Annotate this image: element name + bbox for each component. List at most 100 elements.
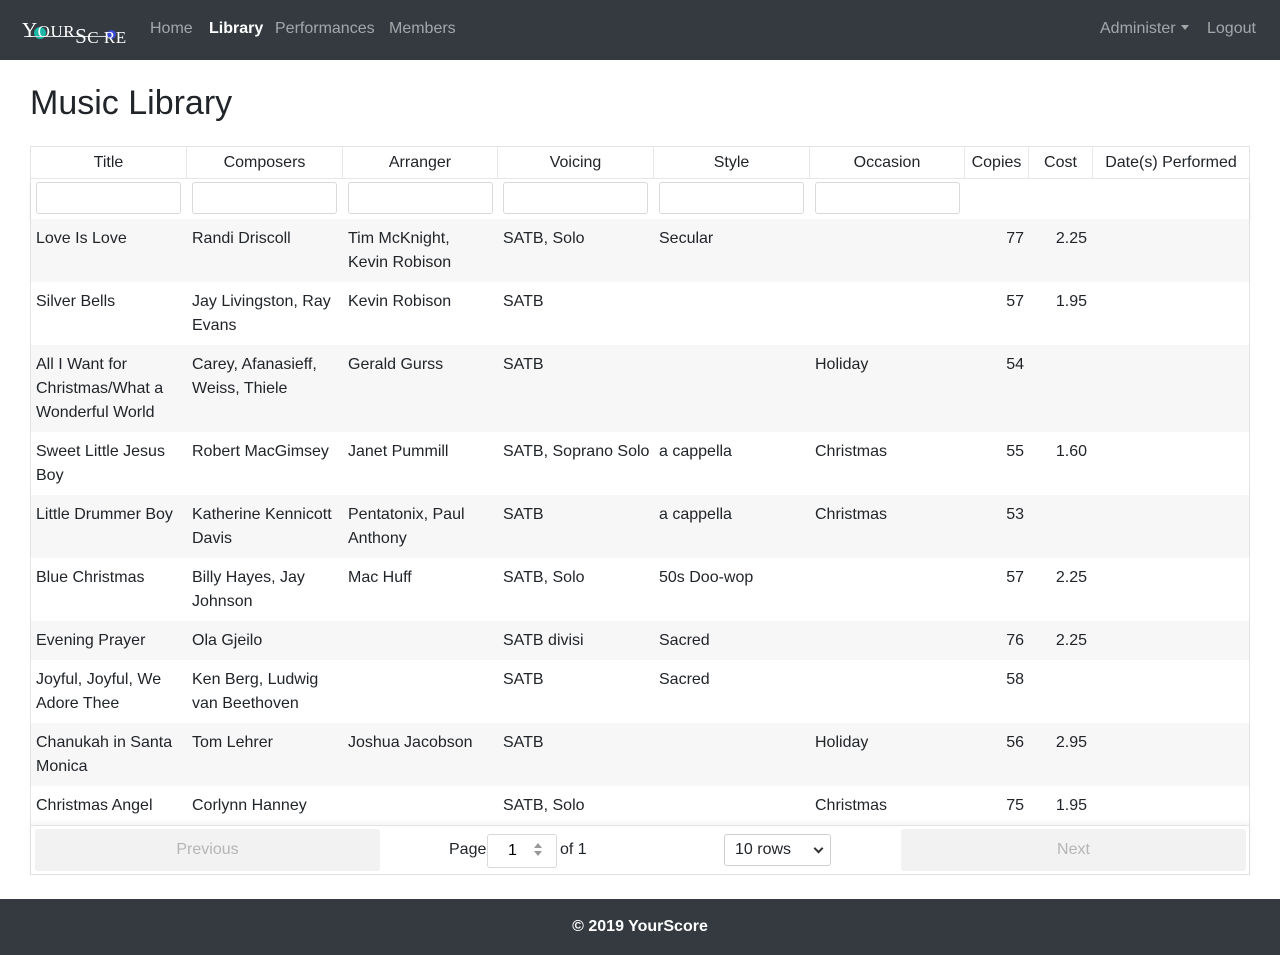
cell-cost: 1.60 <box>1055 443 1087 460</box>
nav-members[interactable]: Members <box>389 20 456 37</box>
filter-arranger-input[interactable] <box>348 182 493 214</box>
table-row[interactable]: Evening Prayer Ola Gjeilo SATB divisi Sacre… <box>31 621 1249 660</box>
cell-cost: 1.95 <box>1055 293 1087 310</box>
previous-button[interactable]: Previous <box>35 829 380 871</box>
cell-copies: 56 <box>1006 734 1024 751</box>
cell-composers: Carey, Afanasieff, Weiss, Thiele <box>192 356 317 397</box>
cell-title: Blue Christmas <box>36 569 145 586</box>
administer-label: Administer <box>1100 20 1176 37</box>
filter-style-input[interactable] <box>659 182 804 214</box>
column-header-style[interactable]: Style <box>654 147 810 179</box>
table-row[interactable]: Little Drummer Boy Katherine Kennicott Da… <box>31 495 1249 558</box>
rows-per-page-value: 10 rows <box>735 841 792 858</box>
cell-composers: Corlynn Hanney <box>192 797 307 814</box>
cell-style: Sacred <box>659 671 710 688</box>
cell-cost: 2.25 <box>1055 569 1087 586</box>
page-label: Page <box>449 841 487 858</box>
column-header-occasion[interactable]: Occasion <box>810 147 965 179</box>
brand-wordmark: YOURSC RE <box>22 18 127 48</box>
column-header-arranger[interactable]: Arranger <box>343 147 498 179</box>
logo-line <box>24 36 108 37</box>
cell-copies: 55 <box>1006 443 1024 460</box>
nav-library[interactable]: Library <box>209 20 264 37</box>
column-header-composers[interactable]: Composers <box>187 147 343 179</box>
table-row[interactable]: Love Is Love Randi Driscoll Tim McKnight, … <box>31 219 1249 282</box>
cell-style: a cappella <box>659 506 732 523</box>
cell-title: Little Drummer Boy <box>36 506 173 523</box>
filter-composers-input[interactable] <box>192 182 337 214</box>
cell-composers: Billy Hayes, Jay Johnson <box>192 569 305 610</box>
cell-cost: 2.25 <box>1055 230 1087 247</box>
cell-voicing: SATB, Solo <box>503 797 585 814</box>
table-row[interactable]: Silver Bells Jay Livingston, Ray Evans Kev… <box>31 282 1249 345</box>
filter-voicing-input[interactable] <box>503 182 648 214</box>
cell-composers: Ken Berg, Ludwig van Beethoven <box>192 671 319 712</box>
cell-voicing: SATB divisi <box>503 632 584 649</box>
cell-composers: Randi Driscoll <box>192 230 291 247</box>
cell-composers: Katherine Kennicott Davis <box>192 506 332 547</box>
caret-down-icon <box>1180 25 1189 30</box>
cell-arranger: Mac Huff <box>348 569 412 586</box>
column-header-title[interactable]: Title <box>31 147 187 179</box>
cell-arranger: Kevin Robison <box>348 293 452 310</box>
cell-arranger: Joshua Jacobson <box>348 734 473 751</box>
cell-style: a cappella <box>659 443 732 460</box>
cell-voicing: SATB, Solo <box>503 230 585 247</box>
music-library-table: Title Composers Arranger Voicing Style O… <box>30 146 1250 875</box>
spinner-arrows-icon[interactable] <box>533 842 543 858</box>
table-row[interactable]: All I Want for Christmas/What a Wonderfu… <box>31 345 1249 432</box>
cell-composers: Jay Livingston, Ray Evans <box>192 293 331 334</box>
column-header-copies[interactable]: Copies <box>965 147 1029 179</box>
cell-composers: Ola Gjeilo <box>192 632 263 649</box>
cell-voicing: SATB <box>503 671 544 688</box>
brand-logo[interactable]: YOURSC RE <box>22 14 127 48</box>
column-header-voicing[interactable]: Voicing <box>498 147 654 179</box>
nav-home[interactable]: Home <box>150 20 193 37</box>
cell-style: 50s Doo-wop <box>659 569 754 586</box>
cell-voicing: SATB, Soprano Solo <box>503 443 650 460</box>
cell-copies: 53 <box>1006 506 1024 523</box>
nav-performances[interactable]: Performances <box>275 20 375 37</box>
cell-voicing: SATB <box>503 506 544 523</box>
cell-copies: 77 <box>1006 230 1024 247</box>
chevron-down-icon <box>813 843 824 854</box>
table-row[interactable]: Chanukah in Santa Monica Tom Lehrer Joshua… <box>31 723 1249 786</box>
table-body: Love Is Love Randi Driscoll Tim McKnight, … <box>31 219 1249 825</box>
cell-occasion: Holiday <box>815 356 869 373</box>
page-count-label: of 1 <box>560 841 587 858</box>
page-title: Music Library <box>30 84 233 122</box>
cell-arranger: Janet Pummill <box>348 443 449 460</box>
cell-style: Secular <box>659 230 714 247</box>
filter-row <box>31 179 1249 219</box>
rows-per-page-select[interactable]: 10 rows <box>724 834 831 866</box>
cell-copies: 57 <box>1006 293 1024 310</box>
cell-title: Evening Prayer <box>36 632 146 649</box>
cell-title: Chanukah in Santa Monica <box>36 734 173 775</box>
cell-voicing: SATB <box>503 293 544 310</box>
cell-voicing: SATB, Solo <box>503 569 585 586</box>
next-button[interactable]: Next <box>901 829 1246 871</box>
footer: © 2019 YourScore <box>0 899 1280 955</box>
cell-cost: 1.95 <box>1055 797 1087 814</box>
table-row[interactable]: Blue Christmas Billy Hayes, Jay Johnson Ma… <box>31 558 1249 621</box>
cell-title: Christmas Angel <box>36 797 153 814</box>
cell-title: Joyful, Joyful, We Adore Thee <box>36 671 162 712</box>
table-row[interactable]: Christmas Angel Corlynn Hanney SATB, Solo C… <box>31 786 1249 825</box>
filter-occasion-input[interactable] <box>815 182 960 214</box>
cell-copies: 76 <box>1006 632 1024 649</box>
column-header-cost[interactable]: Cost <box>1029 147 1093 179</box>
cell-style: Sacred <box>659 632 710 649</box>
table-header: Title Composers Arranger Voicing Style O… <box>31 147 1249 179</box>
cell-title: All I Want for Christmas/What a Wonderfu… <box>36 356 164 421</box>
cell-copies: 57 <box>1006 569 1024 586</box>
filter-title-input[interactable] <box>36 182 181 214</box>
nav-administer-dropdown[interactable]: Administer <box>1100 20 1189 38</box>
column-header-dates-performed[interactable]: Date(s) Performed <box>1105 154 1237 171</box>
cell-arranger: Tim McKnight, Kevin Robison <box>348 230 452 271</box>
cell-composers: Tom Lehrer <box>192 734 273 751</box>
nav-logout[interactable]: Logout <box>1207 20 1256 37</box>
table-row[interactable]: Joyful, Joyful, We Adore Thee Ken Berg, L… <box>31 660 1249 723</box>
page-number-input[interactable] <box>487 834 557 868</box>
cell-occasion: Christmas <box>815 506 888 523</box>
table-row[interactable]: Sweet Little Jesus Boy Robert MacGimsey Ja… <box>31 432 1249 495</box>
